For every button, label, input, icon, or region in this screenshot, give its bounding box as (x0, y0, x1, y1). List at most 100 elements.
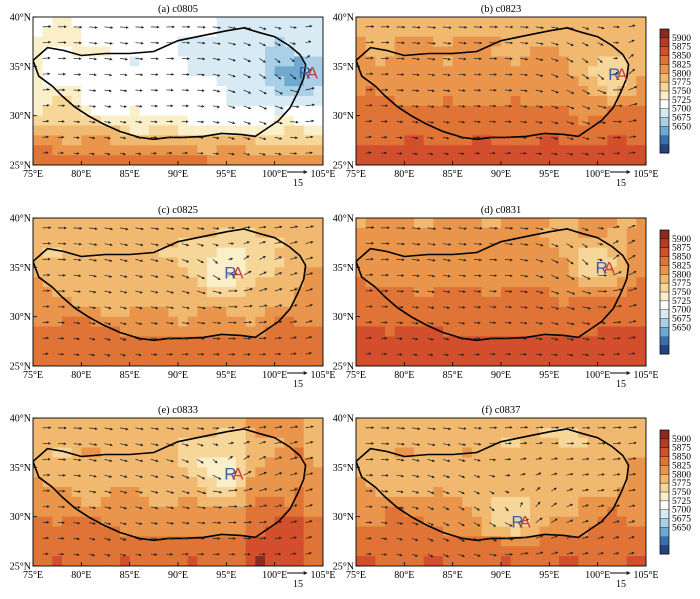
x-tick-label: 100°E (585, 570, 610, 581)
R-symbol: R (596, 258, 608, 277)
x-tick-label: 80°E (71, 570, 91, 581)
x-tick-label: 105°E (633, 570, 658, 581)
colorbar-label: 5775 (672, 78, 691, 88)
x-tick-label: 80°E (71, 370, 91, 381)
colorbar-label: 5775 (672, 479, 691, 489)
colorbar-label: 5750 (672, 488, 691, 498)
A-symbol: A (307, 63, 319, 82)
colorbar: 5900587558505825580057755750572557005675… (659, 229, 691, 355)
colorbar-label: 5750 (672, 87, 691, 97)
x-tick-label: 75°E (23, 169, 43, 180)
colorbar-label: 5900 (672, 435, 691, 445)
x-tick-label: 75°E (346, 370, 366, 381)
height-field (356, 218, 646, 366)
colorbar-label: 5850 (672, 52, 691, 62)
colorbar-label: 5725 (672, 96, 691, 106)
colorbar-label: 5675 (672, 515, 691, 525)
y-tick-label: 40°N (10, 214, 31, 225)
height-field (33, 17, 323, 165)
panel-title: (b) c0823 (481, 4, 522, 15)
x-tick-label: 95°E (539, 570, 559, 581)
colorbar-label: 5800 (672, 69, 691, 79)
x-tick-label: 80°E (394, 370, 414, 381)
x-tick-label: 75°E (346, 169, 366, 180)
colorbar-label: 5875 (672, 43, 691, 53)
x-tick-label: 105°E (310, 169, 335, 180)
y-tick-label: 35°N (333, 263, 354, 274)
plateau-boundary (356, 428, 630, 542)
R-symbol: R (299, 63, 311, 82)
reference-vector-label: 15 (616, 379, 626, 390)
x-tick-label: 85°E (443, 370, 463, 381)
y-tick-label: 25°N (10, 562, 31, 573)
colorbar-label: 5750 (672, 288, 691, 298)
x-tick-label: 85°E (120, 169, 140, 180)
colorbar-label: 5850 (672, 253, 691, 263)
plateau-boundary (33, 228, 307, 342)
colorbar-label: 5650 (672, 323, 691, 333)
x-tick-label: 95°E (216, 169, 236, 180)
y-tick-label: 25°N (333, 161, 354, 172)
colorbar-label: 5650 (672, 523, 691, 533)
A-symbol: A (616, 65, 628, 84)
x-tick-label: 85°E (443, 570, 463, 581)
x-tick-label: 75°E (23, 370, 43, 381)
colorbar-label: 5775 (672, 279, 691, 289)
x-tick-label: 85°E (443, 169, 463, 180)
panel-title: (d) c0831 (481, 205, 522, 216)
wind-vectors (365, 24, 638, 156)
colorbar-label: 5675 (672, 315, 691, 325)
y-tick-label: 25°N (10, 161, 31, 172)
plateau-boundary (33, 27, 307, 141)
A-symbol: A (604, 258, 616, 277)
panel-title: (a) c0805 (158, 4, 198, 15)
map-panel: RA (c) c0825 75°E 80°E 85°E 90°E 95°E 100°E 105°… (10, 205, 336, 390)
y-tick-label: 40°N (333, 414, 354, 425)
colorbar-label: 5700 (672, 306, 691, 316)
reference-vector-label: 15 (293, 379, 303, 390)
x-tick-label: 105°E (633, 370, 658, 381)
y-tick-label: 30°N (10, 312, 31, 323)
y-tick-label: 30°N (10, 111, 31, 122)
y-tick-label: 30°N (333, 111, 354, 122)
A-symbol: A (519, 513, 531, 532)
x-tick-label: 90°E (491, 570, 511, 581)
reference-vector-label: 15 (293, 579, 303, 590)
reference-vector-label: 15 (293, 178, 303, 189)
x-tick-label: 105°E (310, 570, 335, 581)
y-tick-label: 30°N (333, 312, 354, 323)
colorbar-label: 5825 (672, 60, 691, 70)
map-panel: RA (b) c0823 75°E 80°E 85°E 90°E 95°E 100°E 105°… (333, 4, 659, 189)
colorbar-label: 5700 (672, 506, 691, 516)
reference-vector-label: 15 (616, 178, 626, 189)
y-tick-label: 40°N (10, 414, 31, 425)
colorbar-label: 5725 (672, 297, 691, 307)
y-tick-label: 25°N (333, 362, 354, 373)
map-panel: RA (a) c0805 75°E 80°E 85°E 90°E 95°E 100°E 105°… (10, 4, 336, 189)
R-symbol: R (608, 65, 620, 84)
colorbar-label: 5675 (672, 114, 691, 124)
x-tick-label: 80°E (394, 169, 414, 180)
y-tick-label: 40°N (333, 13, 354, 24)
plateau-boundary (356, 228, 630, 342)
colorbar-label: 5875 (672, 444, 691, 454)
R-symbol: R (224, 464, 236, 483)
R-symbol: R (511, 513, 523, 532)
x-tick-label: 100°E (262, 570, 287, 581)
y-tick-label: 35°N (333, 62, 354, 73)
y-tick-label: 30°N (10, 512, 31, 523)
x-tick-label: 75°E (23, 570, 43, 581)
A-symbol: A (232, 263, 244, 282)
x-tick-label: 95°E (539, 370, 559, 381)
colorbar-label: 5700 (672, 105, 691, 115)
x-tick-label: 95°E (216, 570, 236, 581)
colorbar-label: 5800 (672, 470, 691, 480)
R-symbol: R (224, 263, 236, 282)
colorbar-label: 5825 (672, 261, 691, 271)
colorbar-label: 5850 (672, 453, 691, 463)
x-tick-label: 100°E (585, 169, 610, 180)
x-tick-label: 80°E (71, 169, 91, 180)
x-tick-label: 90°E (168, 169, 188, 180)
y-tick-label: 25°N (10, 362, 31, 373)
